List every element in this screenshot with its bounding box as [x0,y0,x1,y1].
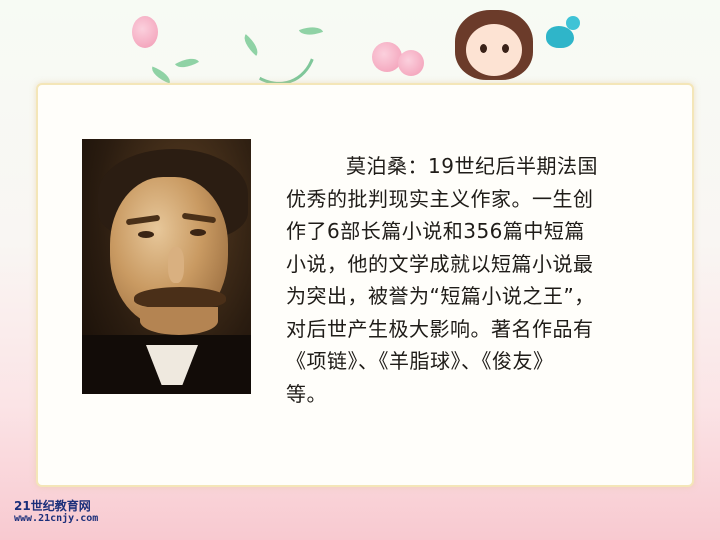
flower-bud-icon [398,50,424,76]
bird-icon [546,26,574,48]
portrait-image [82,139,251,394]
watermark-name: 21世纪教育网 [14,499,91,513]
girl-eye [480,44,487,53]
text-line: 对后世产生极大影响。著名作品有 [286,316,594,341]
flower-bud-icon [132,16,158,48]
portrait-eye [190,229,206,236]
site-watermark: 21世纪教育网 www.21cnjy.com [14,497,114,529]
text-line: 小说，他的文学成就以短篇小说最 [286,251,594,276]
text-line: 莫泊桑：19世纪后半期法国 [346,154,598,178]
text-line: 作了6部长篇小说和356篇中短篇 [286,219,585,243]
text-line: 优秀的批判现实主义作家。一生创 [286,186,594,211]
portrait-mustache [134,287,226,309]
text-line: 《项链》、《羊脂球》、《俊友》 [286,349,554,373]
text-line: 等。 [286,381,327,406]
watermark-url: www.21cnjy.com [14,513,99,524]
biography-text: 莫泊桑：19世纪后半期法国 优秀的批判现实主义作家。一生创 作了6部长篇小说和3… [286,150,646,410]
portrait-eye [138,231,154,238]
text-line: 为突出，被誉为“短篇小说之王”， [286,284,595,308]
girl-eye [502,44,509,53]
flower-bud-icon [372,42,402,72]
portrait-chin [140,307,218,335]
portrait-nose [168,247,184,283]
girl-face [466,24,522,76]
bird-head [566,16,580,30]
